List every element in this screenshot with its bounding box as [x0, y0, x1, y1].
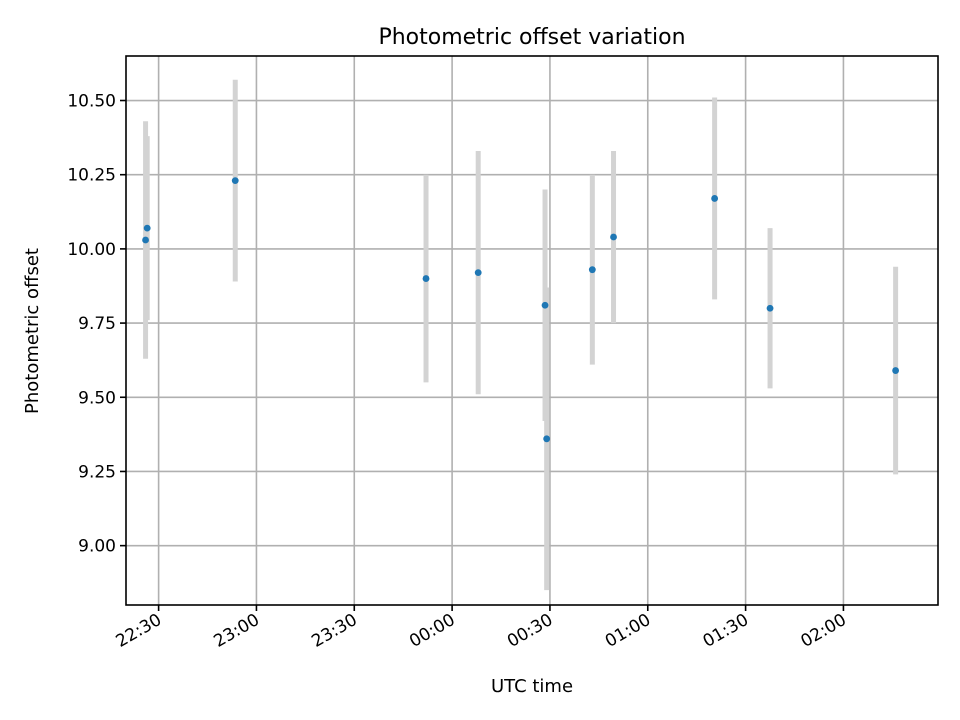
- y-tick-label: 10.50: [67, 92, 116, 112]
- data-point: [422, 275, 430, 282]
- grid-layer: [126, 56, 938, 605]
- data-point: [610, 233, 617, 241]
- x-axis-label: UTC time: [491, 676, 573, 697]
- data-point: [766, 304, 774, 312]
- data-point: [142, 236, 149, 244]
- y-tick-label: 9.50: [78, 388, 116, 408]
- x-tick-label: 01:00: [602, 610, 654, 652]
- data-point: [231, 177, 239, 185]
- chart-title: Photometric offset variation: [378, 25, 685, 50]
- y-tick-label: 9.25: [78, 462, 116, 482]
- data-point: [143, 224, 151, 232]
- x-tick-label: 23:30: [308, 610, 360, 652]
- tick-layer: 22:30 23:00 23:30 00:00 00:30 01:00 01:30 02:00…: [67, 92, 850, 652]
- data-point: [541, 301, 549, 309]
- y-tick-label: 9.00: [78, 537, 116, 557]
- data-point: [892, 367, 900, 374]
- y-tick-label: 9.75: [78, 314, 116, 334]
- x-tick-label: 00:30: [504, 610, 556, 652]
- data-point: [474, 269, 482, 277]
- data-point: [543, 435, 551, 443]
- y-axis-label: Photometric offset: [22, 248, 43, 414]
- x-tick-label: 02:00: [797, 610, 849, 652]
- x-tick-label: 01:30: [700, 610, 752, 652]
- x-tick-label: 23:00: [211, 610, 263, 652]
- x-tick-label: 22:30: [113, 610, 165, 652]
- x-tick-label: 00:00: [406, 610, 458, 652]
- y-tick-label: 10.25: [67, 166, 116, 186]
- plot-frame: [125, 55, 939, 606]
- errorbar-layer: [143, 79, 899, 591]
- y-tick-label: 10.00: [67, 240, 116, 260]
- data-point: [588, 266, 596, 274]
- data-point: [711, 195, 719, 202]
- point-layer: [142, 177, 900, 443]
